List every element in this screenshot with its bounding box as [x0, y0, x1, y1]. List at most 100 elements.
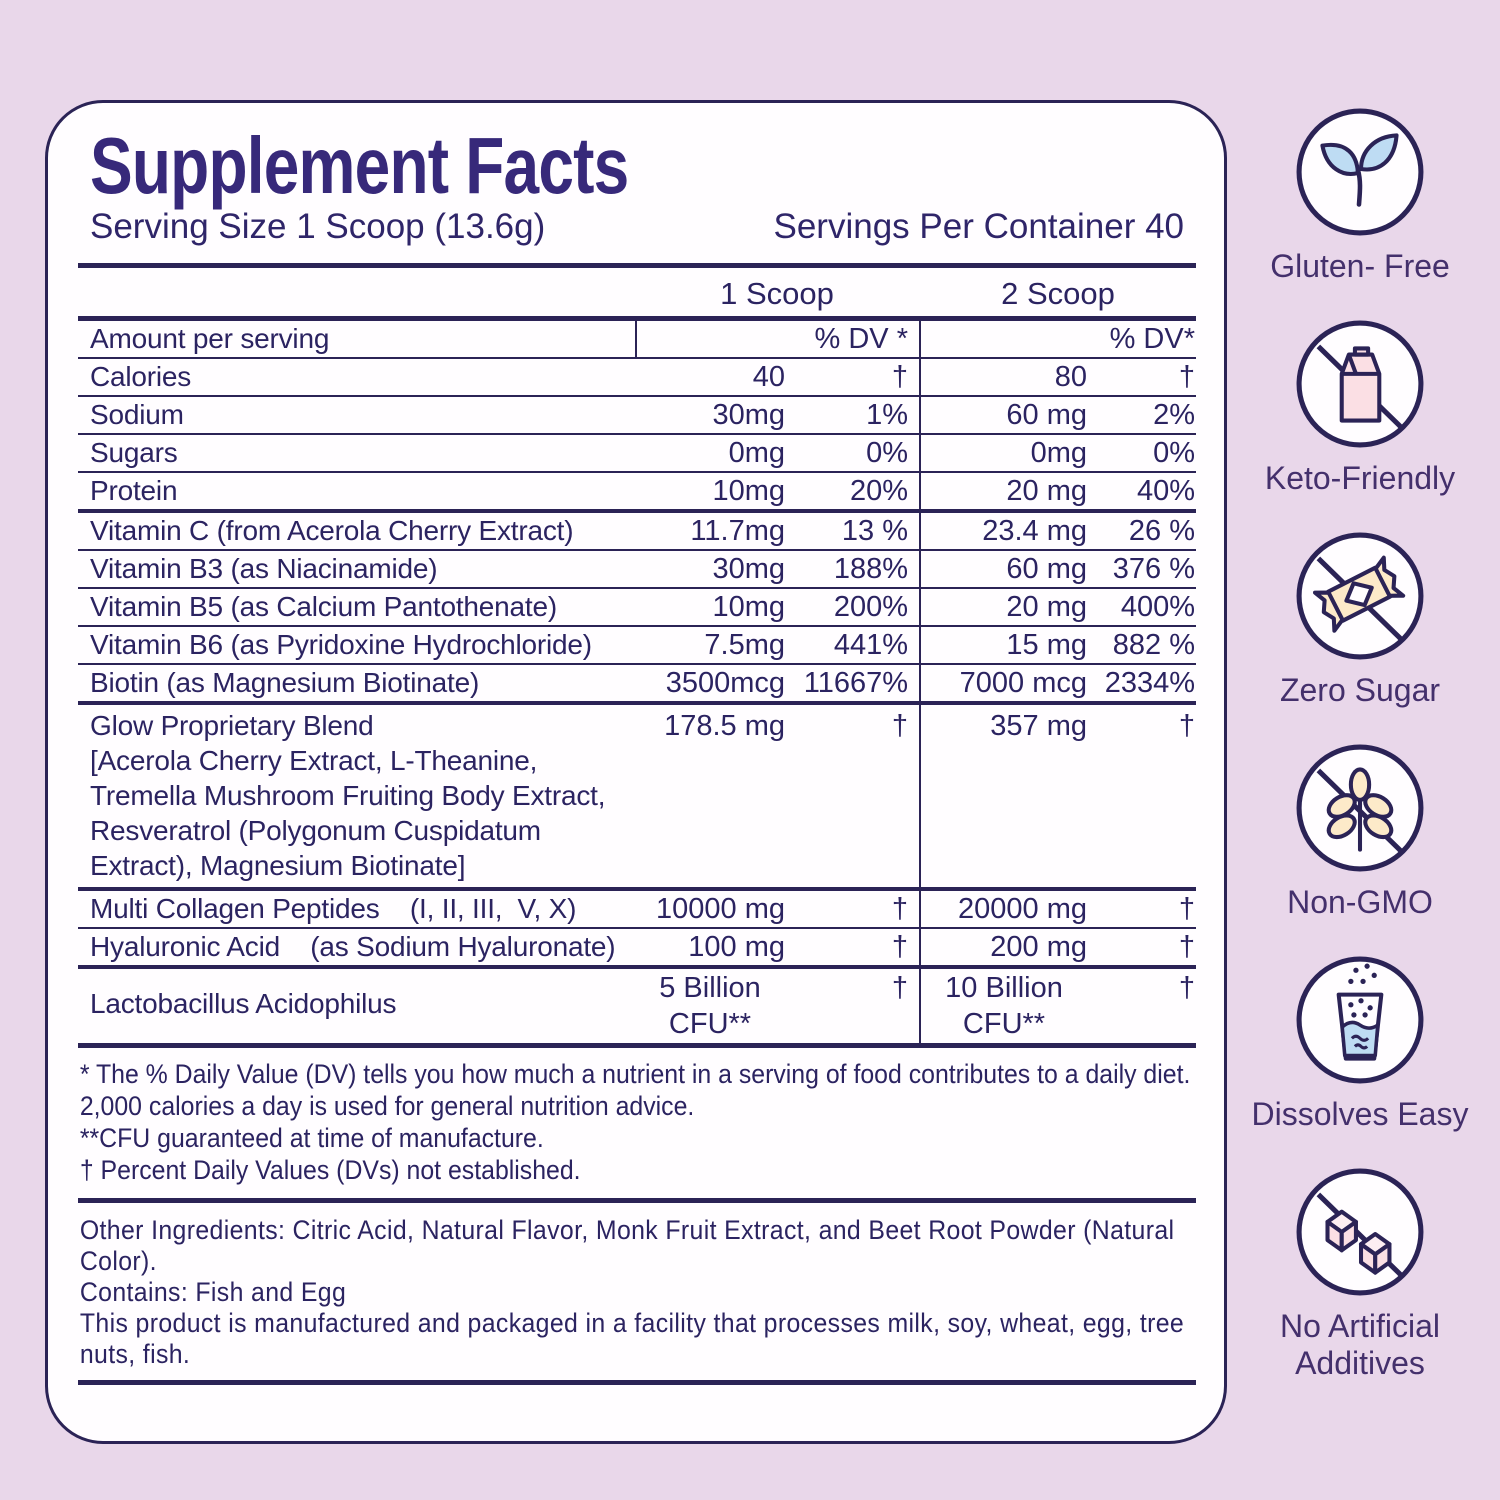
- no-milk-carton-icon: [1294, 318, 1426, 450]
- nutrient-name: Multi Collagen Peptides (I, II, III, V, …: [90, 893, 577, 924]
- amount-2scoop: 23.4 mg: [919, 513, 1090, 549]
- amount-2scoop-value: 20 mg: [1006, 475, 1087, 507]
- supplement-facts-table: Amount per serving % DV *% DV* Calories 40 †…: [78, 321, 1196, 1048]
- amount-1scoop: 10000 mg: [656, 893, 785, 925]
- amount-1scoop: 0mg: [728, 437, 785, 469]
- page-title: Supplement Facts: [90, 121, 629, 210]
- amount-2scoop-value: 60 mg: [1006, 553, 1087, 585]
- amount-2scoop-value: 60 mg: [1006, 399, 1087, 431]
- amount-1scoop: 178.5 mg: [664, 710, 785, 742]
- serving-info-row: Serving Size 1 Scoop (13.6g) Servings Pe…: [90, 207, 1194, 247]
- amount-header-row: Amount per serving % DV *% DV*: [78, 321, 1196, 359]
- amount-2scoop: 60 mg: [919, 397, 1090, 433]
- dv-2scoop: 26 %: [1128, 515, 1195, 547]
- amount-1scoop: 5 Billion CFU**: [659, 972, 761, 1040]
- divider: [78, 1380, 1196, 1385]
- nutrient-name: Glow Proprietary Blend [Acerola Cherry Ex…: [78, 705, 635, 887]
- dv-2scoop: 0%: [1153, 437, 1195, 469]
- nutrient-name: Biotin (as Magnesium Biotinate): [90, 667, 480, 698]
- amount-2scoop: 200 mg: [919, 929, 1090, 965]
- no-sugar-cubes-icon: [1294, 1166, 1426, 1298]
- dv-2scoop: 400%: [1120, 591, 1195, 623]
- card-bottom-space: [78, 1385, 1196, 1411]
- dissolving-glass-icon: [1294, 954, 1426, 1086]
- badge-label: Dissolves Easy: [1251, 1096, 1469, 1132]
- dv-1scoop: 20%: [849, 475, 908, 507]
- amount-1scoop: 100 mg: [688, 931, 785, 963]
- nutrient-name: Vitamin B3 (as Niacinamide): [90, 553, 438, 584]
- amount-2scoop-value: 0mg: [1030, 437, 1087, 469]
- dv1-header: % DV *: [635, 321, 919, 357]
- amount-2scoop-value: 7000 mcg: [959, 667, 1087, 699]
- table-row: Vitamin C (from Acerola Cherry Extract) 1…: [78, 513, 1196, 551]
- amount-per-serving-label: Amount per serving: [90, 323, 330, 354]
- benefit-badges-column: Gluten- Free Keto-Friendly Zero Sugar No…: [1246, 106, 1474, 1415]
- amount-2scoop: 20 mg: [919, 473, 1090, 509]
- table-row: Vitamin B6 (as Pyridoxine Hydrochloride)…: [78, 627, 1196, 665]
- nutrient-name: Protein: [90, 475, 178, 506]
- nutrient-name: Vitamin B5 (as Calcium Pantothenate): [90, 591, 557, 622]
- dv-1scoop: †: [891, 931, 908, 963]
- footnotes: * The % Daily Value (DV) tells you how m…: [78, 1048, 1199, 1198]
- dv-1scoop: †: [891, 361, 908, 393]
- table-row: Vitamin B5 (as Calcium Pantothenate) 10mg…: [78, 589, 1196, 627]
- amount-2scoop-value: 10 Billion CFU**: [945, 972, 1063, 1040]
- amount-2scoop: 15 mg: [919, 627, 1090, 663]
- dv-2scoop: 882 %: [1112, 629, 1195, 661]
- scoop-column-headers: 1 Scoop 2 Scoop: [78, 268, 1196, 316]
- amount-2scoop: 20 mg: [919, 589, 1090, 625]
- nutrient-name: Sugars: [90, 437, 178, 468]
- other-ingredients: Other Ingredients: Citric Acid, Natural …: [78, 1203, 1199, 1380]
- table-row: Lactobacillus Acidophilus 5 Billion CFU**…: [78, 969, 1196, 1048]
- dv-2scoop: †: [1178, 931, 1195, 963]
- nutrient-name-sub: Resveratrol (Polygonum Cuspidatum: [90, 815, 541, 846]
- scoop2-header: 2 Scoop: [1001, 276, 1115, 311]
- amount-1scoop: 30mg: [712, 553, 785, 585]
- dv-2scoop: 40%: [1136, 475, 1195, 507]
- table-row: Calories 40 † 80 †: [78, 359, 1196, 397]
- sprout-icon: [1294, 106, 1426, 238]
- amount-2scoop: 20000 mg: [919, 891, 1090, 927]
- amount-2scoop-value: 23.4 mg: [982, 515, 1087, 547]
- badge: Keto-Friendly: [1265, 318, 1455, 497]
- badge: Zero Sugar: [1280, 530, 1440, 709]
- table-row: Vitamin B3 (as Niacinamide) 30mg 188% 60 mg…: [78, 551, 1196, 589]
- amount-1scoop: 11.7mg: [690, 515, 785, 547]
- dv-1scoop: 200%: [833, 591, 908, 623]
- amount-1scoop: 40: [752, 361, 785, 393]
- badge-label: Gluten- Free: [1270, 248, 1450, 284]
- divider: [78, 263, 1196, 268]
- table-row: Sodium 30mg 1% 60 mg 2%: [78, 397, 1196, 435]
- nutrient-name: Vitamin B6 (as Pyridoxine Hydrochloride): [90, 629, 592, 660]
- dv-1scoop: 11667%: [803, 667, 908, 699]
- supplement-facts-panel: Supplement Facts Serving Size 1 Scoop (1…: [45, 100, 1227, 1444]
- nutrient-name: Vitamin C (from Acerola Cherry Extract): [90, 515, 574, 546]
- dv2-header: % DV*: [919, 321, 1197, 357]
- amount-1scoop: 10mg: [712, 475, 785, 507]
- scoop1-header: 1 Scoop: [720, 276, 834, 311]
- amount-2scoop-value: 357 mg: [990, 710, 1087, 742]
- table-row: Protein 10mg 20% 20 mg 40%: [78, 473, 1196, 513]
- nutrient-name: Hyaluronic Acid (as Sodium Hyaluronate): [90, 931, 616, 962]
- amount-1scoop: 30mg: [712, 399, 785, 431]
- badge-label: Non-GMO: [1287, 884, 1433, 920]
- no-wheat-icon: [1294, 742, 1426, 874]
- amount-1scoop: 7.5mg: [704, 629, 785, 661]
- other-ingredients-line: Contains: Fish and Egg: [79, 1277, 347, 1307]
- dv-2scoop: 2%: [1153, 399, 1195, 431]
- table-row: Hyaluronic Acid (as Sodium Hyaluronate) 1…: [78, 929, 1196, 969]
- badge: Non-GMO: [1287, 742, 1433, 921]
- dv-2scoop: 376 %: [1112, 553, 1195, 585]
- nutrient-name: Sodium: [90, 399, 184, 430]
- amount-2scoop: 60 mg: [919, 551, 1090, 587]
- dv-1scoop: †: [891, 710, 908, 742]
- dv-2scoop: †: [1178, 361, 1195, 393]
- dv-2scoop: †: [1178, 893, 1195, 925]
- table-row: Biotin (as Magnesium Biotinate) 3500mcg 11…: [78, 665, 1196, 705]
- amount-2scoop-value: 20000 mg: [958, 893, 1087, 925]
- badge: Dissolves Easy: [1251, 954, 1469, 1133]
- dv-2scoop: †: [1178, 972, 1195, 1004]
- amount-2scoop: 80: [919, 359, 1090, 395]
- no-candy-icon: [1294, 530, 1426, 662]
